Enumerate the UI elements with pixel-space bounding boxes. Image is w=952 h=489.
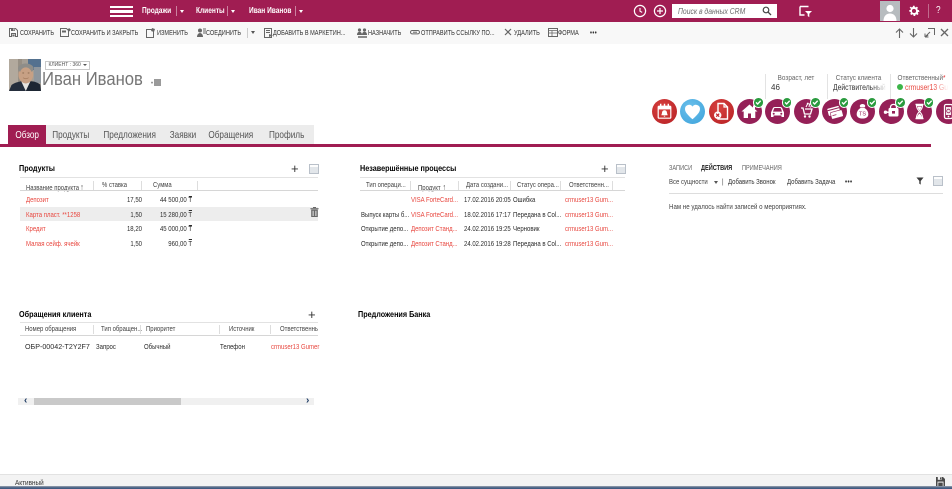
svg-text:ТЅ: ТЅ — [859, 112, 866, 118]
